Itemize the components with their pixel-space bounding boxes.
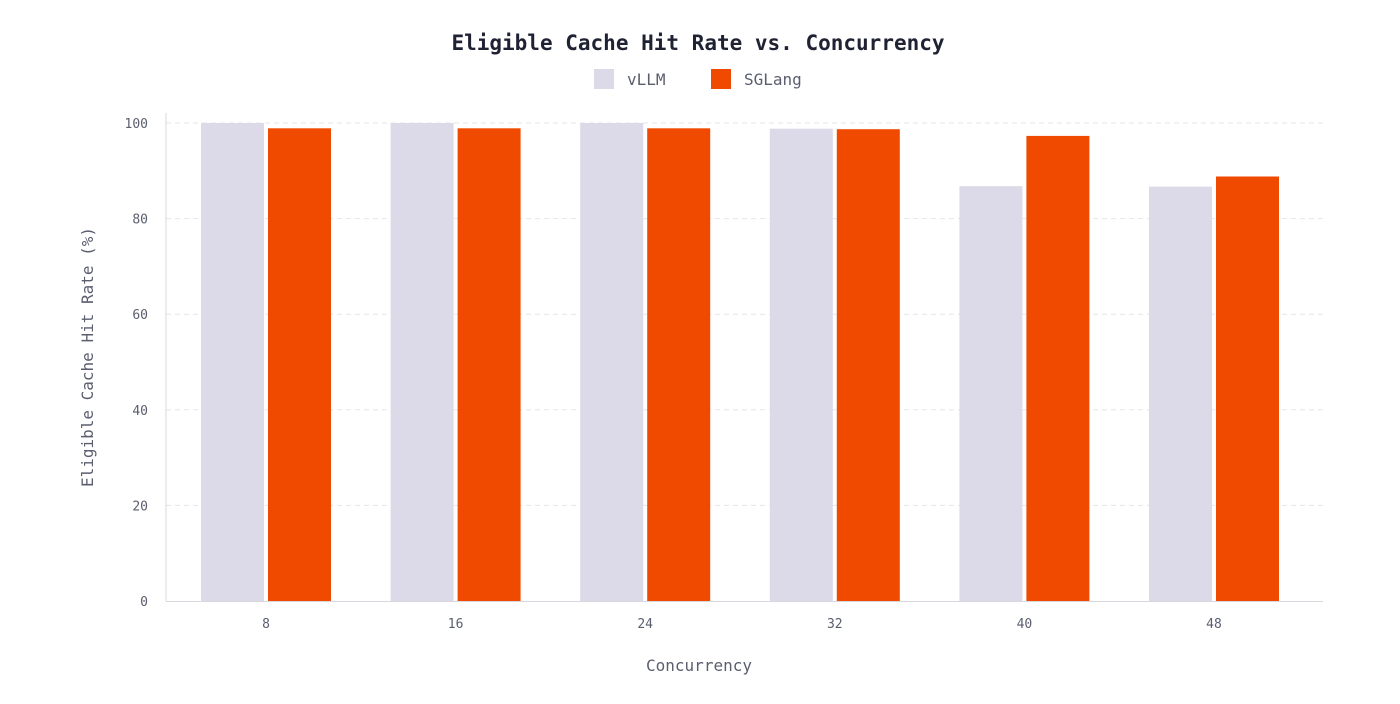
gridlines (165, 113, 1323, 601)
legend-swatch-vllm (594, 69, 614, 89)
legend-swatch-sglang (711, 69, 731, 89)
x-tick-label-40: 40 (1017, 617, 1033, 632)
bar-vllm-16 (390, 123, 454, 601)
legend-label-sglang: SGLang (744, 70, 802, 89)
bar-sglang-32 (836, 129, 900, 601)
bars (201, 123, 1279, 602)
x-axis-ticks: 8 16 24 32 40 48 (262, 617, 1222, 632)
legend: vLLM SGLang (594, 69, 802, 89)
bar-vllm-8 (201, 123, 264, 601)
x-axis-title: Concurrency (646, 656, 752, 675)
bar-vllm-40 (959, 186, 1023, 601)
y-tick-label-60: 60 (132, 308, 148, 323)
chart-title: Eligible Cache Hit Rate vs. Concurrency (451, 31, 944, 55)
y-tick-label-100: 100 (125, 117, 148, 132)
y-tick-label-20: 20 (132, 499, 148, 514)
bar-sglang-40 (1026, 135, 1090, 601)
y-tick-label-0: 0 (140, 595, 148, 610)
y-tick-label-40: 40 (132, 404, 148, 419)
bar-sglang-16 (457, 128, 521, 602)
x-tick-label-8: 8 (262, 617, 270, 632)
x-tick-label-16: 16 (448, 617, 464, 632)
y-tick-label-80: 80 (132, 213, 148, 228)
bar-sglang-8 (268, 128, 331, 602)
x-tick-label-24: 24 (637, 617, 653, 632)
y-axis-title: Eligible Cache Hit Rate (%) (78, 227, 97, 487)
bar-vllm-24 (580, 123, 644, 601)
bar-vllm-32 (769, 128, 833, 601)
x-tick-label-48: 48 (1206, 617, 1222, 632)
bar-sglang-24 (647, 128, 711, 602)
bar-vllm-48 (1149, 186, 1212, 601)
y-axis-ticks: 0 20 40 60 80 100 (125, 117, 148, 610)
bar-sglang-48 (1216, 176, 1279, 601)
x-tick-label-32: 32 (827, 617, 843, 632)
legend-label-vllm: vLLM (627, 70, 666, 89)
